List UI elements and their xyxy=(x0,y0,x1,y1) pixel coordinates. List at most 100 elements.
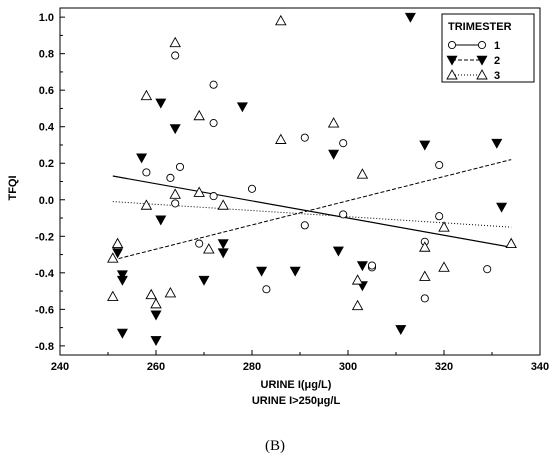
data-point-trimester-1 xyxy=(142,168,151,177)
x-tick-label: 260 xyxy=(147,361,165,373)
points-layer xyxy=(107,12,517,347)
data-point-trimester-2 xyxy=(217,239,229,250)
legend-marker-1 xyxy=(447,40,457,50)
legend-marker-3 xyxy=(446,69,458,80)
data-point-trimester-1 xyxy=(339,139,348,148)
data-point-trimester-3 xyxy=(275,133,287,144)
data-point-trimester-2 xyxy=(150,336,162,347)
y-tick-label: -0.4 xyxy=(35,268,55,280)
data-point-trimester-3 xyxy=(169,36,181,48)
data-point-trimester-2 xyxy=(236,102,248,113)
data-point-trimester-3 xyxy=(351,299,364,311)
legend-marker-3 xyxy=(476,69,488,80)
data-point-trimester-3 xyxy=(217,199,229,210)
data-point-trimester-1 xyxy=(420,294,429,303)
data-point-trimester-1 xyxy=(171,199,180,208)
data-point-trimester-2 xyxy=(491,138,503,149)
data-point-trimester-1 xyxy=(175,162,185,171)
data-point-trimester-3 xyxy=(193,109,205,121)
data-point-trimester-1 xyxy=(367,261,377,270)
x-tick-label: 340 xyxy=(531,361,549,373)
panel-label: (B) xyxy=(265,438,285,454)
data-point-trimester-2 xyxy=(496,202,508,213)
data-point-trimester-3 xyxy=(356,168,369,179)
data-point-trimester-3 xyxy=(505,237,517,249)
x-tick-label: 280 xyxy=(243,361,261,373)
y-tick-label: 0.6 xyxy=(39,85,54,97)
y-tick-label: 0.8 xyxy=(39,49,54,61)
legend: TRIMESTER 1 2 3 xyxy=(441,13,535,83)
data-point-trimester-2 xyxy=(116,270,128,281)
y-tick-label: 0.4 xyxy=(39,122,55,134)
y-axis-title: TFQI xyxy=(7,175,19,200)
data-point-trimester-3 xyxy=(438,221,450,232)
x-axis-subtitle: URINE I>250μg/L xyxy=(252,395,341,407)
data-point-trimester-3 xyxy=(327,117,340,128)
data-point-trimester-2 xyxy=(116,275,128,286)
data-point-trimester-3 xyxy=(150,297,162,309)
data-point-trimester-2 xyxy=(150,310,162,321)
data-point-trimester-3 xyxy=(140,199,153,210)
data-point-trimester-1 xyxy=(209,192,218,201)
data-point-trimester-2 xyxy=(395,325,407,336)
y-tick-label: -0.2 xyxy=(35,231,54,243)
data-point-trimester-2 xyxy=(155,215,167,226)
legend-marker-1 xyxy=(477,40,487,50)
data-point-trimester-1 xyxy=(300,133,309,142)
trend-line-trimester-1 xyxy=(112,175,512,248)
data-point-trimester-2 xyxy=(155,98,167,109)
data-point-trimester-1 xyxy=(300,221,309,230)
data-point-trimester-2 xyxy=(116,328,128,339)
legend-items: 1 2 3 xyxy=(446,40,500,82)
x-tick-label: 320 xyxy=(435,361,453,373)
data-point-trimester-2 xyxy=(217,248,229,259)
data-point-trimester-1 xyxy=(171,51,180,60)
data-point-trimester-1 xyxy=(339,210,348,219)
data-point-trimester-3 xyxy=(145,288,157,300)
data-point-trimester-2 xyxy=(332,246,344,257)
data-point-trimester-2 xyxy=(328,149,340,160)
data-point-trimester-2 xyxy=(419,140,431,151)
data-point-trimester-1 xyxy=(483,265,492,274)
legend-marker-2 xyxy=(476,55,488,66)
data-point-trimester-3 xyxy=(107,252,119,263)
data-point-trimester-2 xyxy=(136,153,148,164)
data-point-trimester-2 xyxy=(112,248,124,259)
data-point-trimester-1 xyxy=(209,80,218,89)
data-point-trimester-3 xyxy=(275,14,287,26)
y-tick-label: 0.0 xyxy=(39,195,54,207)
x-tick-label: 240 xyxy=(51,361,69,373)
data-point-trimester-1 xyxy=(262,285,271,294)
data-point-trimester-3 xyxy=(107,290,119,302)
data-point-trimester-2 xyxy=(198,275,210,286)
y-tick-label: -0.8 xyxy=(35,341,54,353)
legend-label-1: 1 xyxy=(494,40,500,52)
data-point-trimester-1 xyxy=(209,119,218,128)
y-tick-label: -0.6 xyxy=(35,304,54,316)
data-point-trimester-2 xyxy=(356,261,368,272)
data-point-trimester-3 xyxy=(203,243,215,254)
data-point-trimester-1 xyxy=(435,161,444,170)
legend-label-3: 3 xyxy=(494,70,500,82)
data-point-trimester-1 xyxy=(435,212,444,221)
data-point-trimester-3 xyxy=(169,188,181,199)
data-point-trimester-2 xyxy=(289,266,301,277)
data-point-trimester-1 xyxy=(247,184,257,193)
y-tick-label: 1.0 xyxy=(39,12,54,24)
data-point-trimester-3 xyxy=(419,270,431,281)
axes-layer: -0.8 -0.6 -0.4 -0.2 0.0 0.2 0.4 0.6 0.8 1.0 240 260… xyxy=(35,12,549,373)
data-point-trimester-3 xyxy=(140,89,153,101)
data-point-trimester-1 xyxy=(166,173,175,182)
data-point-trimester-1 xyxy=(195,239,204,248)
trend-layer xyxy=(112,159,512,261)
legend-marker-2 xyxy=(446,55,458,66)
data-point-trimester-3 xyxy=(164,286,177,298)
legend-box xyxy=(441,13,535,83)
legend-label-2: 2 xyxy=(494,55,500,67)
data-point-trimester-3 xyxy=(438,261,450,272)
trend-line-trimester-2 xyxy=(112,159,512,261)
data-point-trimester-3 xyxy=(111,237,124,249)
data-point-trimester-3 xyxy=(193,186,205,197)
data-point-trimester-3 xyxy=(351,274,364,285)
